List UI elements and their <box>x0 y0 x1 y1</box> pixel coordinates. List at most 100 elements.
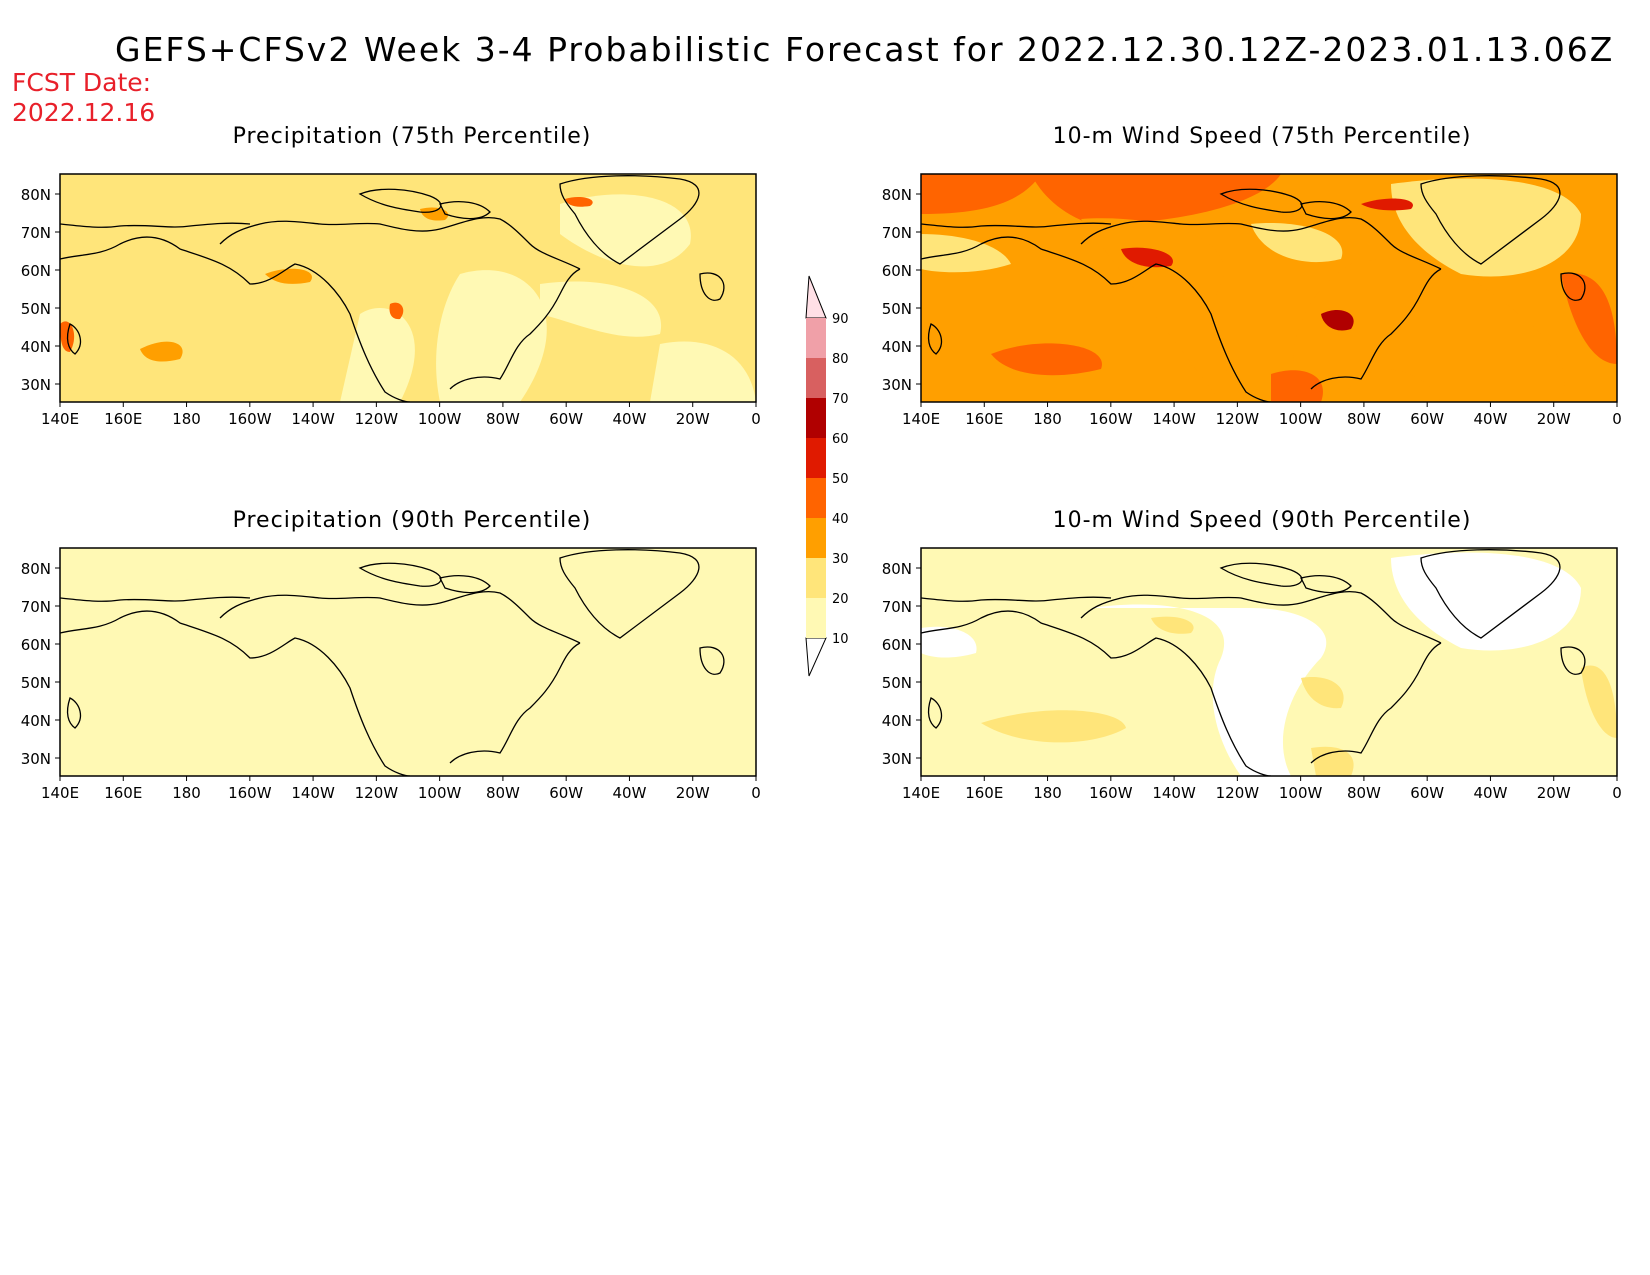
colorbar-segment <box>806 518 826 558</box>
lat-label: 30N <box>882 376 912 394</box>
shading-region <box>390 635 466 701</box>
lon-label: 60W <box>549 784 583 802</box>
panel-title-wind-90: 10-m Wind Speed (90th Percentile) <box>1052 508 1472 533</box>
coastline <box>219 591 581 644</box>
map-panel-wind-90: 140E 160E 180 160W 140W 120W 100W 80W 60W 40W 20W 0… <box>882 547 1622 802</box>
colorbar: 10 20 30 40 50 60 70 80 90 <box>805 275 849 677</box>
lon-label: 60W <box>1410 410 1444 428</box>
lon-label: 180 <box>1033 410 1062 428</box>
lat-label: 80N <box>882 560 912 578</box>
coastline <box>921 222 1112 228</box>
lon-label: 140W <box>291 410 335 428</box>
coastline <box>219 217 581 270</box>
coastline <box>66 323 82 355</box>
shading-region <box>921 626 977 658</box>
lat-label: 30N <box>21 376 51 394</box>
lon-label: 80W <box>486 410 520 428</box>
shading-region <box>60 638 81 748</box>
lon-label: 100W <box>1279 410 1323 428</box>
lat-label: 70N <box>21 224 51 242</box>
lat-label: 40N <box>21 712 51 730</box>
lat-label: 50N <box>882 674 912 692</box>
coastline <box>60 222 251 228</box>
lon-label: 100W <box>418 784 462 802</box>
lon-label: 160E <box>965 410 1003 428</box>
coastline <box>439 201 491 220</box>
lat-label: 70N <box>21 598 51 616</box>
colorbar-segment <box>806 398 826 438</box>
lat-label: 80N <box>882 186 912 204</box>
shading-region <box>1311 746 1354 776</box>
coastline <box>358 188 442 213</box>
colorbar-label: 90 <box>832 312 849 327</box>
colorbar-label: 10 <box>832 632 849 647</box>
lon-label: 120W <box>355 784 399 802</box>
coastline <box>559 175 700 265</box>
lon-label: 160W <box>228 410 272 428</box>
shading-group <box>921 174 1617 402</box>
lon-label: 0 <box>751 784 761 802</box>
lon-label: 20W <box>676 410 710 428</box>
lon-label: 140W <box>1152 784 1196 802</box>
lon-label: 180 <box>172 410 201 428</box>
shading-region <box>1391 552 1581 651</box>
shading-layer <box>921 548 1617 776</box>
shading-layer <box>60 174 756 402</box>
lon-label: 120W <box>355 410 399 428</box>
colorbar-segment <box>806 358 826 398</box>
shading-region <box>560 194 691 267</box>
coastline <box>1310 642 1442 764</box>
shading-region <box>981 710 1126 743</box>
lat-label: 60N <box>882 636 912 654</box>
shading-region <box>1081 218 1565 402</box>
shading-region <box>1271 370 1323 402</box>
map-panel-precip-90: 140E 160E 180 160W 140W 120W 100W 80W 60W 40W 20W 0… <box>21 547 761 802</box>
colorbar-segment <box>806 598 826 638</box>
coastline <box>449 268 581 390</box>
lon-label: 20W <box>676 784 710 802</box>
coastline <box>1080 217 1442 270</box>
lat-label: 50N <box>21 300 51 318</box>
lon-label: 0 <box>751 410 761 428</box>
shading-layer <box>921 174 1617 402</box>
lat-label: 50N <box>21 674 51 692</box>
coastline <box>60 596 251 602</box>
shading-region <box>1251 223 1343 263</box>
colorbar-upper-cap <box>805 275 827 319</box>
shading-region <box>921 174 1041 214</box>
colorbar-lower-cap <box>805 637 827 677</box>
lon-label: 140E <box>41 410 79 428</box>
shading-group <box>921 548 1617 776</box>
lon-label: 40W <box>612 784 646 802</box>
colorbar-segment <box>806 478 826 518</box>
coastline <box>66 697 82 729</box>
lon-label: 40W <box>612 410 646 428</box>
coastline <box>1080 591 1442 644</box>
coastline <box>1310 268 1442 390</box>
shading-region <box>1301 677 1344 709</box>
shading-region <box>140 341 183 362</box>
map-frame <box>59 547 757 777</box>
lon-label: 120W <box>1216 410 1260 428</box>
coastline <box>1300 575 1352 594</box>
shading-region <box>921 234 1011 273</box>
coastline <box>439 575 491 594</box>
shading-region <box>1361 198 1413 211</box>
map-panel-wind-75: 140E 160E 180 160W 140W 120W 100W 80W 60W 40W 20W 0… <box>882 173 1622 428</box>
lon-label: 160W <box>1089 410 1133 428</box>
lat-label: 30N <box>21 750 51 768</box>
main-title: GEFS+CFSv2 Week 3-4 Probabilistic Foreca… <box>115 30 1615 69</box>
shading-region <box>580 565 680 629</box>
shading-region <box>1091 604 1327 776</box>
forecast-date-value: 2022.12.16 <box>12 98 156 127</box>
lon-label: 140E <box>902 784 940 802</box>
lon-label: 80W <box>1347 410 1381 428</box>
coastline <box>1219 562 1303 587</box>
lat-label: 50N <box>882 300 912 318</box>
shading-region <box>650 341 756 402</box>
lon-label: 140E <box>41 784 79 802</box>
lon-label: 180 <box>172 784 201 802</box>
coastline <box>921 610 1272 776</box>
colorbar-segment <box>806 438 826 478</box>
coastline <box>1219 188 1303 213</box>
